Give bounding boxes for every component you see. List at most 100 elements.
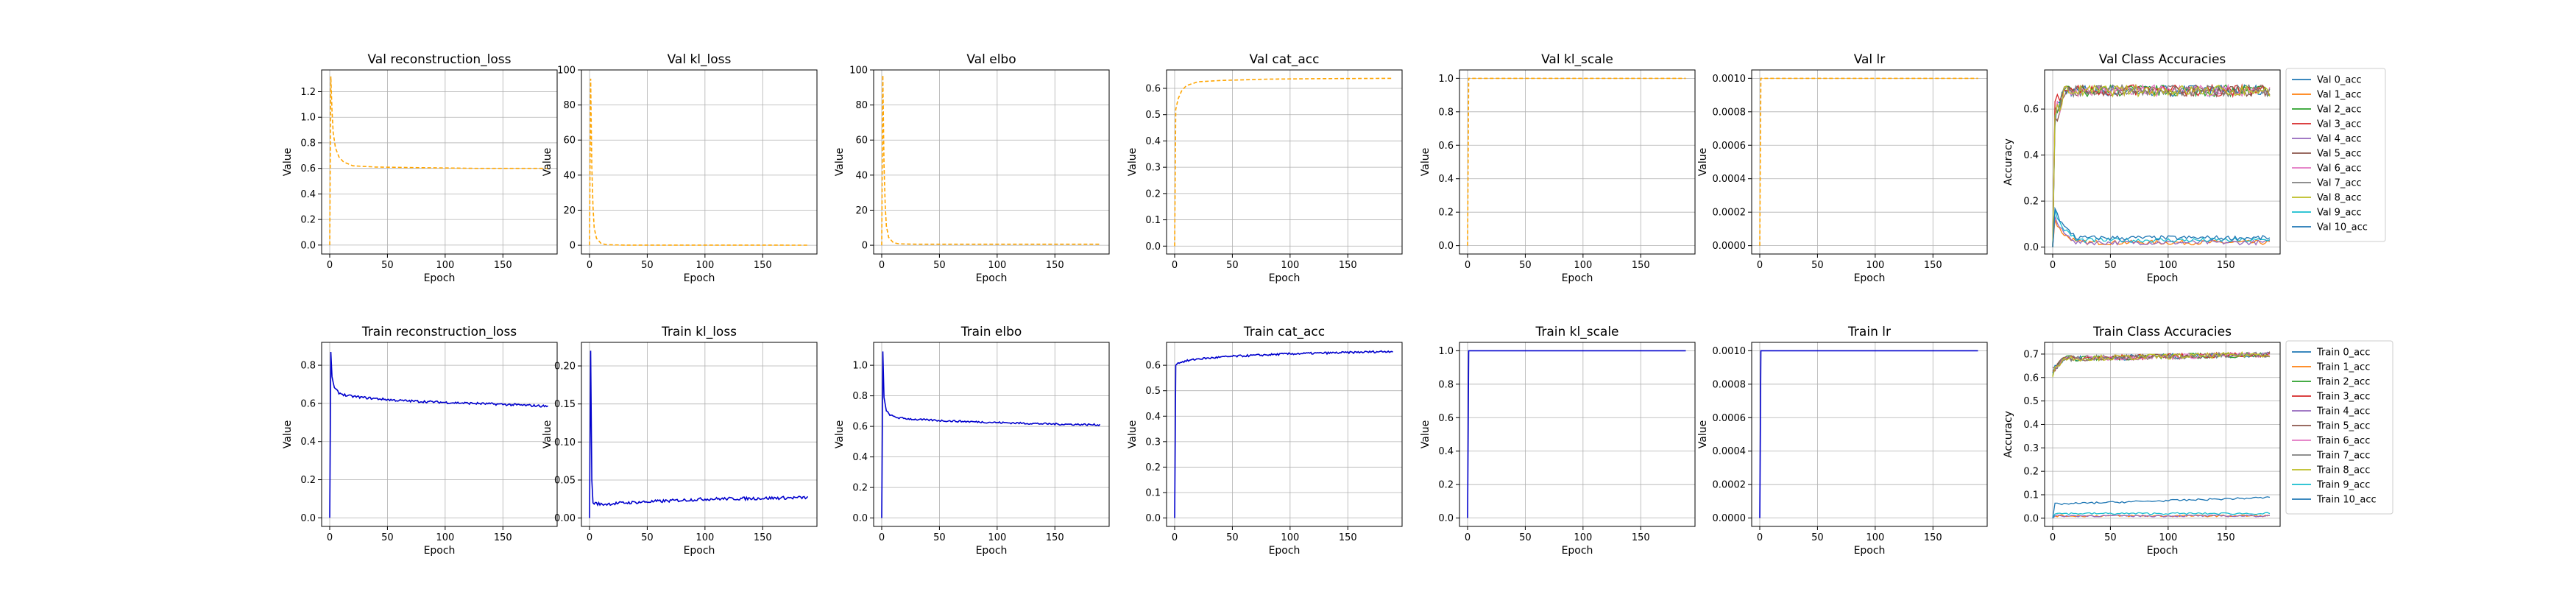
ytick-label: 60 xyxy=(855,135,868,147)
axes-frame xyxy=(1751,69,1988,255)
subplot-val_lr: 0 50 100 150 0.0000 0.0002 0.0004 0.0006 0.0008 0… xyxy=(1697,52,1988,284)
subplot-title: Train elbo xyxy=(960,325,1022,339)
x-axis-label: Epoch xyxy=(2147,545,2179,557)
ytick-label: 0.0004 xyxy=(1713,446,1747,457)
subplot-title: Train lr xyxy=(1847,325,1891,339)
ytick-label: 0.6 xyxy=(300,163,316,174)
y-axis-label: Value xyxy=(542,420,553,448)
series-group xyxy=(881,75,1100,246)
ytick-label: 0.5 xyxy=(1145,386,1161,397)
legend-label: Val 10_acc xyxy=(2317,222,2368,233)
xtick-label: 100 xyxy=(696,532,714,543)
xtick-label: 100 xyxy=(988,532,1006,543)
xtick-label: 100 xyxy=(1574,532,1592,543)
legend-label: Train 4_acc xyxy=(2316,406,2370,417)
xtick-label: 0 xyxy=(1172,532,1178,543)
ytick-label: 0.2 xyxy=(1145,462,1161,473)
ytick-label: 0.4 xyxy=(1145,136,1161,147)
ytick-label: 0.1 xyxy=(1145,215,1161,226)
ytick-label: 0.8 xyxy=(300,138,316,149)
x-axis-label: Epoch xyxy=(424,272,456,284)
series-line-10 xyxy=(2052,496,2271,518)
ytick-label: 0 xyxy=(862,241,868,252)
y-axis-label: Accuracy xyxy=(2003,138,2014,186)
xtick-label: 150 xyxy=(1924,532,1942,543)
series-group xyxy=(589,78,808,246)
series-line-10 xyxy=(2052,206,2271,247)
xtick-label: 100 xyxy=(696,260,714,271)
ytick-label: 0.0010 xyxy=(1713,346,1747,357)
x-axis-label: Epoch xyxy=(1562,545,1593,557)
axes-frame xyxy=(321,342,558,527)
axes-frame xyxy=(321,69,558,255)
ytick-label: 80 xyxy=(563,100,576,111)
y-axis-label: Value xyxy=(1127,148,1139,176)
xtick-label: 50 xyxy=(1811,260,1824,271)
subplot-train_lr: 0 50 100 150 0.0000 0.0002 0.0004 0.0006 0.0008 0… xyxy=(1697,325,1988,557)
xtick-label: 100 xyxy=(988,260,1006,271)
y-axis-label: Value xyxy=(1420,420,1432,448)
ytick-label: 0.6 xyxy=(1438,141,1454,152)
subplot-val_cat_acc: 0 50 100 150 0.0 0.1 0.2 0.3 0.4 0.5 0.6 Val cat_ac… xyxy=(1127,52,1403,284)
series-group xyxy=(1174,77,1393,247)
ytick-label: 0.6 xyxy=(2023,373,2039,384)
xtick-label: 150 xyxy=(494,260,512,271)
ytick-label: 0.0002 xyxy=(1713,480,1747,491)
subplot-title: Train kl_scale xyxy=(1535,325,1618,339)
series-line-8 xyxy=(2052,351,2271,378)
series-group xyxy=(1759,77,1978,246)
ytick-label: 1.0 xyxy=(1438,346,1454,357)
xtick-label: 150 xyxy=(1046,532,1064,543)
ytick-label: 0.0 xyxy=(2023,242,2039,253)
subplot-title: Train cat_acc xyxy=(1243,325,1325,339)
ytick-label: 0.6 xyxy=(1438,413,1454,424)
xtick-label: 150 xyxy=(1632,260,1650,271)
subplot-title: Val kl_scale xyxy=(1541,52,1613,67)
subplot-val_kl_loss: 0 50 100 150 0 20 40 60 80 100 Val kl_loss Epoch Val… xyxy=(542,52,818,284)
xtick-label: 100 xyxy=(2159,532,2177,543)
axes-frame xyxy=(581,69,818,255)
series-line xyxy=(1467,350,1686,518)
ytick-label: 1.0 xyxy=(1438,74,1454,85)
ytick-label: 0.3 xyxy=(2023,443,2039,454)
xtick-label: 100 xyxy=(1574,260,1592,271)
series-line xyxy=(1759,77,1978,246)
xtick-label: 100 xyxy=(436,260,454,271)
ytick-label: 0.0 xyxy=(300,513,316,524)
subplot-val_elbo: 0 50 100 150 0 20 40 60 80 100 Val elbo Epoch Value xyxy=(834,52,1110,284)
ytick-label: 1.0 xyxy=(300,113,316,124)
subplot-title: Val reconstruction_loss xyxy=(368,52,512,67)
legend-label: Train 5_acc xyxy=(2316,421,2370,432)
ytick-label: 0.2 xyxy=(1438,208,1454,219)
xtick-label: 50 xyxy=(933,260,946,271)
ytick-label: 0.5 xyxy=(2023,396,2039,407)
ytick-label: 20 xyxy=(855,205,868,216)
ytick-label: 1.0 xyxy=(852,361,868,372)
xtick-label: 150 xyxy=(754,532,772,543)
series-line-1 xyxy=(2052,219,2271,247)
ytick-label: 0.0 xyxy=(1145,513,1161,524)
x-axis-label: Epoch xyxy=(1269,545,1301,557)
xtick-label: 0 xyxy=(587,260,592,271)
ytick-label: 0.0002 xyxy=(1713,208,1747,219)
series-line-7 xyxy=(2052,351,2270,369)
series-group xyxy=(329,351,548,518)
y-axis-label: Value xyxy=(1697,148,1709,176)
xtick-label: 150 xyxy=(1046,260,1064,271)
ytick-label: 0.0000 xyxy=(1713,241,1747,252)
ytick-label: 0.0006 xyxy=(1713,141,1747,152)
xtick-label: 0 xyxy=(587,532,592,543)
xtick-label: 150 xyxy=(2217,532,2235,543)
y-axis-label: Value xyxy=(282,148,294,176)
ytick-label: 0.0 xyxy=(1438,241,1454,252)
series-line xyxy=(1174,350,1393,518)
axes-frame xyxy=(1751,342,1988,527)
subplot-title: Val cat_acc xyxy=(1250,52,1320,67)
ytick-label: 60 xyxy=(563,135,576,147)
series-group xyxy=(1174,350,1393,518)
axes-frame xyxy=(1166,69,1403,255)
ytick-label: 0.20 xyxy=(554,361,576,373)
legend-label: Train 8_acc xyxy=(2316,465,2370,476)
x-axis-label: Epoch xyxy=(1854,272,1886,284)
xtick-label: 0 xyxy=(1465,532,1471,543)
